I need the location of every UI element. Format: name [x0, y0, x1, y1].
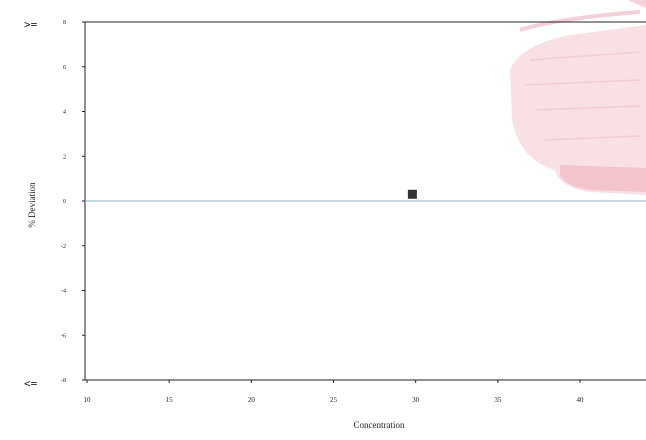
y-tick-label: -8	[61, 378, 66, 384]
data-point	[407, 189, 417, 199]
stamp-watermark	[510, 0, 646, 195]
y-tick-label: -6	[61, 333, 66, 339]
y-tick-label: 2	[63, 154, 66, 160]
x-tick-label: 25	[330, 396, 338, 404]
x-axis-ticks: 10 15 20 25 30 35 40	[84, 380, 585, 404]
data-points	[407, 189, 417, 199]
x-tick-label: 20	[248, 396, 256, 404]
y-tick-label: 8	[63, 20, 66, 26]
y-tick-label: -2	[61, 244, 66, 250]
x-axis-label: Concentration	[354, 420, 405, 430]
y-axis-ticks: 8 6 4 2 0 -2 -4 -6 -8	[61, 20, 85, 384]
x-tick-label: 40	[577, 396, 585, 404]
y-tick-label: -4	[61, 289, 66, 295]
upper-bound-label: >=	[24, 18, 38, 31]
lower-bound-label: <=	[24, 377, 38, 390]
y-axis-label: % Deviation	[27, 182, 37, 228]
x-tick-label: 35	[494, 396, 502, 404]
x-tick-label: 15	[166, 396, 174, 404]
y-tick-label: 4	[63, 110, 66, 116]
y-tick-label: 0	[63, 199, 66, 205]
x-tick-label: 30	[412, 396, 420, 404]
x-tick-label: 10	[84, 396, 92, 404]
y-tick-label: 6	[63, 65, 66, 71]
